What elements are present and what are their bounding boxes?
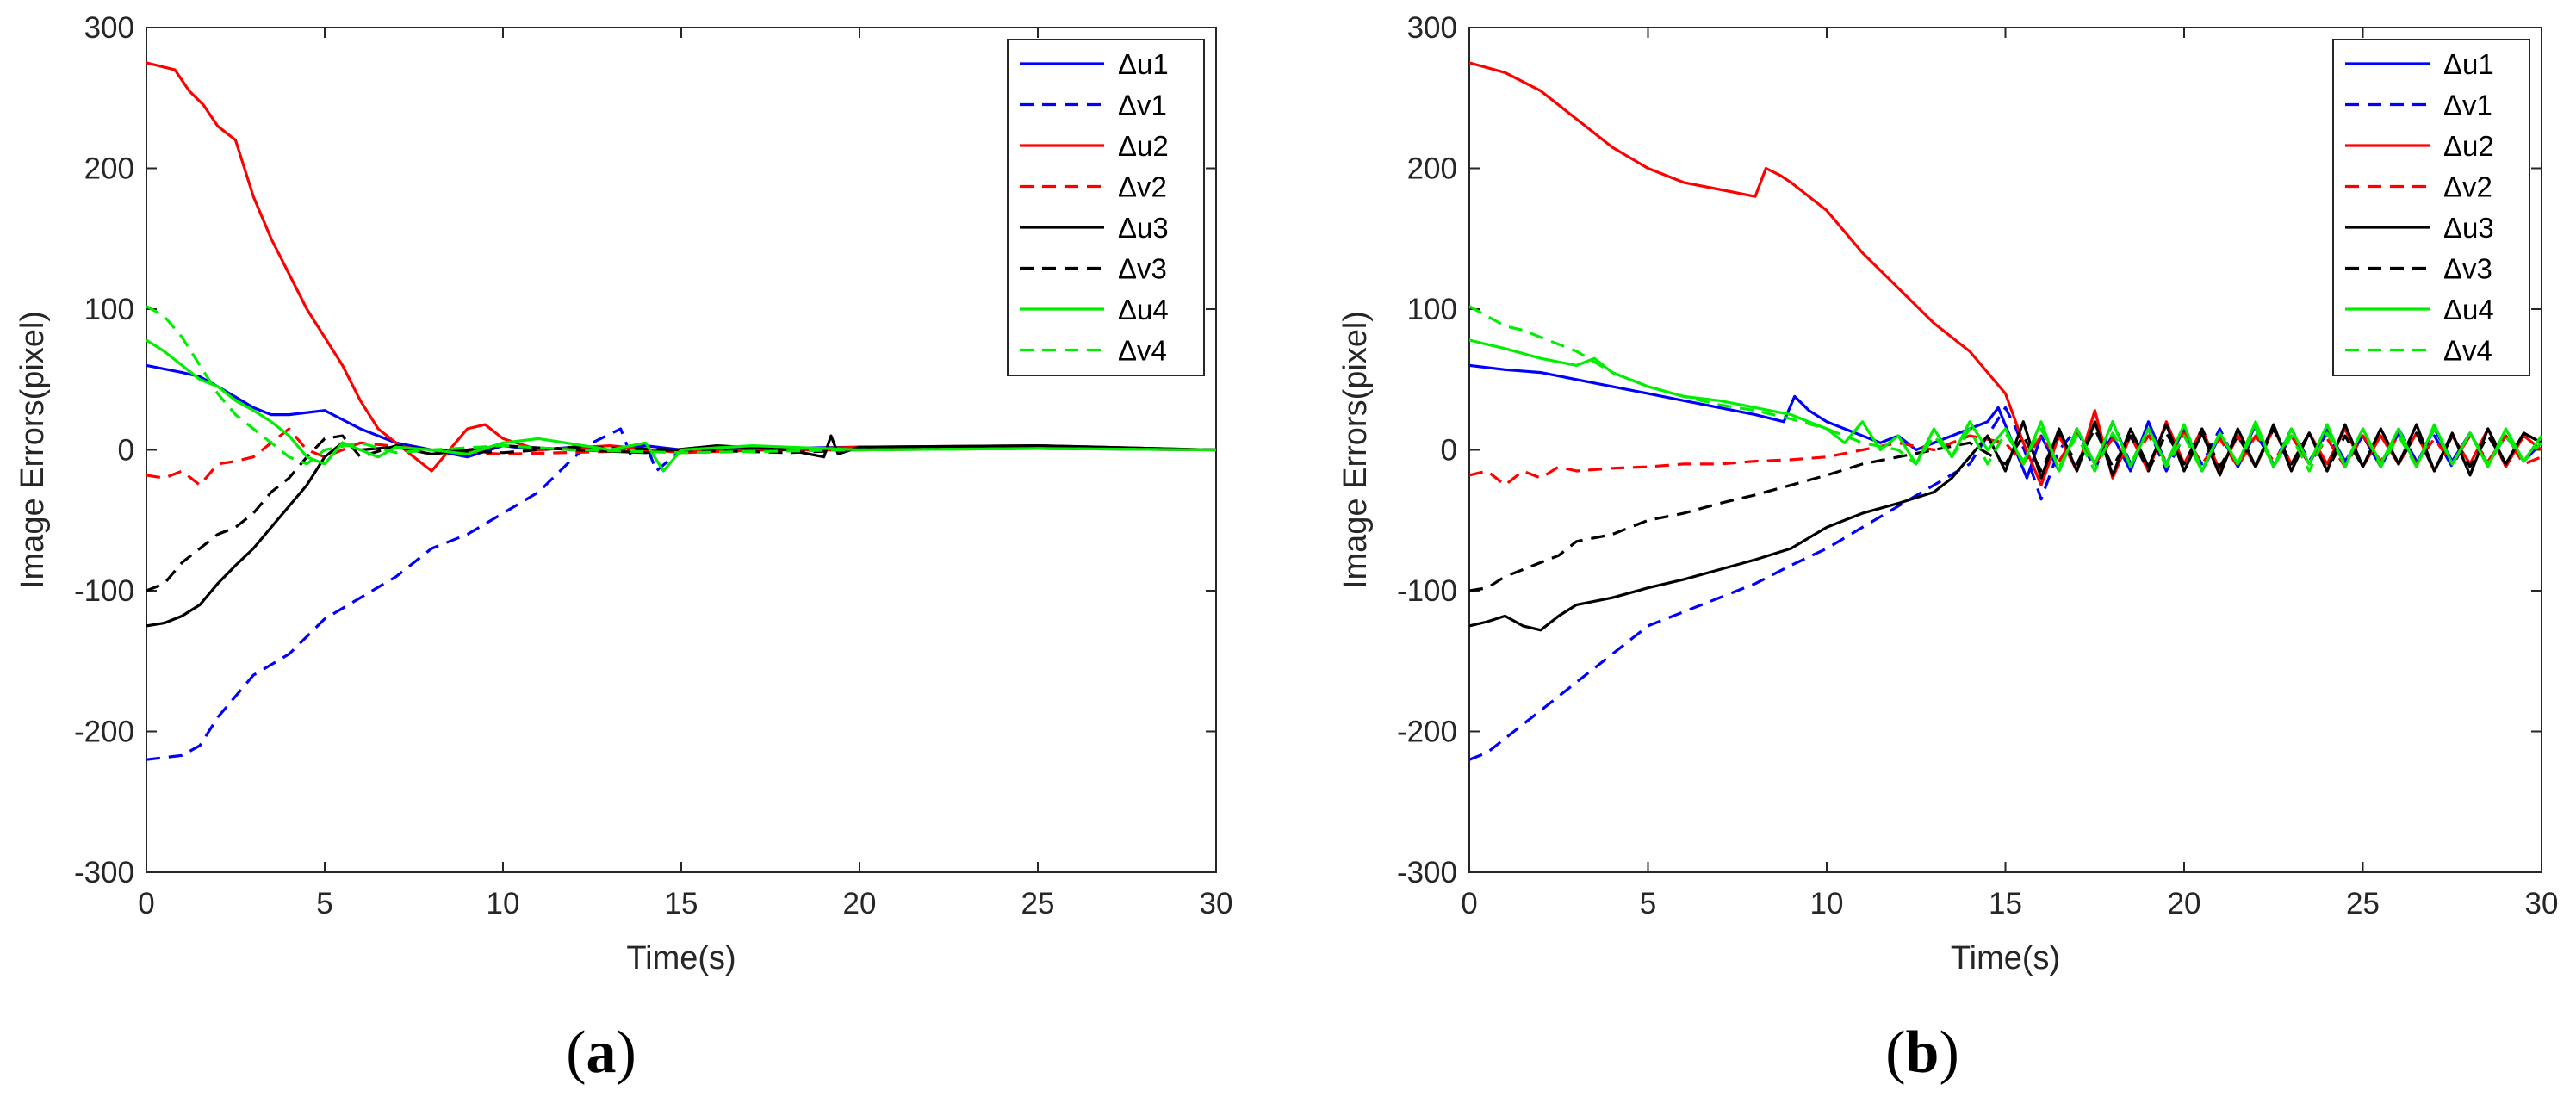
legend-label: Δv1 — [2443, 90, 2492, 121]
x-tick-label: 15 — [665, 887, 698, 920]
legend-label: Δv3 — [1118, 253, 1167, 285]
legend-label: Δu1 — [2443, 48, 2494, 80]
x-tick-label: 5 — [1640, 887, 1656, 920]
y-axis-label: Image Errors(pixel) — [15, 311, 51, 589]
legend-label: Δu4 — [2443, 294, 2494, 325]
legend-label: Δv3 — [2443, 253, 2492, 285]
legend-label: Δu2 — [2443, 130, 2494, 162]
legend-label: Δu1 — [1118, 48, 1169, 80]
y-tick-label: 300 — [84, 11, 134, 45]
legend-box — [2332, 39, 2530, 376]
y-tick-label: -100 — [1397, 574, 1457, 608]
panel-label: (b) — [1885, 1019, 1959, 1086]
legend: Δu1 Δv1 Δu2 Δv2 Δu3 Δv3 Δu4 Δv4 — [2332, 39, 2530, 376]
series-line-5 — [1469, 420, 2542, 632]
x-tick-label: 15 — [1989, 887, 2022, 920]
x-tick-label: 25 — [2346, 887, 2380, 920]
series-line-8 — [1469, 305, 2542, 473]
y-tick-label: 0 — [118, 434, 134, 468]
x-axis-label: Time(s) — [626, 940, 736, 976]
series-line-4 — [1469, 431, 2542, 487]
chart-panel-a: 0 5 10 15 20 25 30 300 200 100 0 -100 -200 -300 Time(s… — [15, 11, 1232, 1086]
x-tick-label: 25 — [1021, 887, 1055, 920]
series-line-6 — [146, 434, 1216, 592]
x-tick-label: 20 — [2168, 887, 2201, 920]
y-tick-label: -200 — [1397, 716, 1457, 749]
series-line-7 — [146, 338, 1216, 473]
series-line-6 — [1469, 427, 2542, 592]
legend-label: Δv4 — [2443, 335, 2492, 367]
y-tick-label: -100 — [74, 574, 134, 608]
y-tick-label: -300 — [1397, 856, 1457, 889]
y-tick-label: 300 — [1407, 11, 1457, 45]
legend-label: Δu3 — [1118, 212, 1169, 244]
x-tick-label: 30 — [1200, 887, 1233, 920]
panel-label: (a) — [566, 1019, 636, 1086]
legend-box — [1007, 39, 1205, 376]
x-tick-label: 20 — [843, 887, 877, 920]
series-line-2 — [146, 427, 1216, 761]
series-line-5 — [146, 434, 1216, 628]
y-tick-label: -300 — [74, 856, 134, 889]
y-axis-label: Image Errors(pixel) — [1338, 311, 1374, 589]
y-tick-label: 0 — [1441, 434, 1457, 468]
series-group — [1469, 61, 2542, 761]
series-line-7 — [1469, 338, 2542, 473]
y-tick-label: 200 — [84, 152, 134, 186]
legend-label: Δu2 — [1118, 130, 1169, 162]
y-tick-label: 200 — [1407, 152, 1457, 186]
legend-label: Δv1 — [1118, 90, 1167, 121]
series-group — [146, 61, 1216, 761]
y-tick-label: 100 — [1407, 293, 1457, 326]
legend-label: Δu3 — [2443, 212, 2494, 244]
chart-panel-b: 0 5 10 15 20 25 30 300 200 100 0 -100 -200 -300 Time(s… — [1338, 11, 2558, 1086]
x-tick-label: 10 — [1810, 887, 1844, 920]
x-tick-label: 0 — [138, 887, 154, 920]
x-tick-label: 0 — [1461, 887, 1477, 920]
y-tick-label: 100 — [84, 293, 134, 326]
x-tick-label: 5 — [316, 887, 332, 920]
series-line-8 — [146, 305, 1216, 466]
x-axis-label: Time(s) — [1951, 940, 2060, 976]
legend-label: Δu4 — [1118, 294, 1169, 325]
legend: Δu1 Δv1 Δu2 Δv2 Δu3 Δv3 Δu4 Δv4 — [1007, 39, 1205, 376]
legend-label: Δv2 — [2443, 171, 2492, 203]
x-tick-label: 10 — [487, 887, 520, 920]
x-tick-label: 30 — [2525, 887, 2559, 920]
legend-label: Δv4 — [1118, 335, 1167, 367]
y-tick-label: -200 — [74, 716, 134, 749]
legend-label: Δv2 — [1118, 171, 1167, 203]
